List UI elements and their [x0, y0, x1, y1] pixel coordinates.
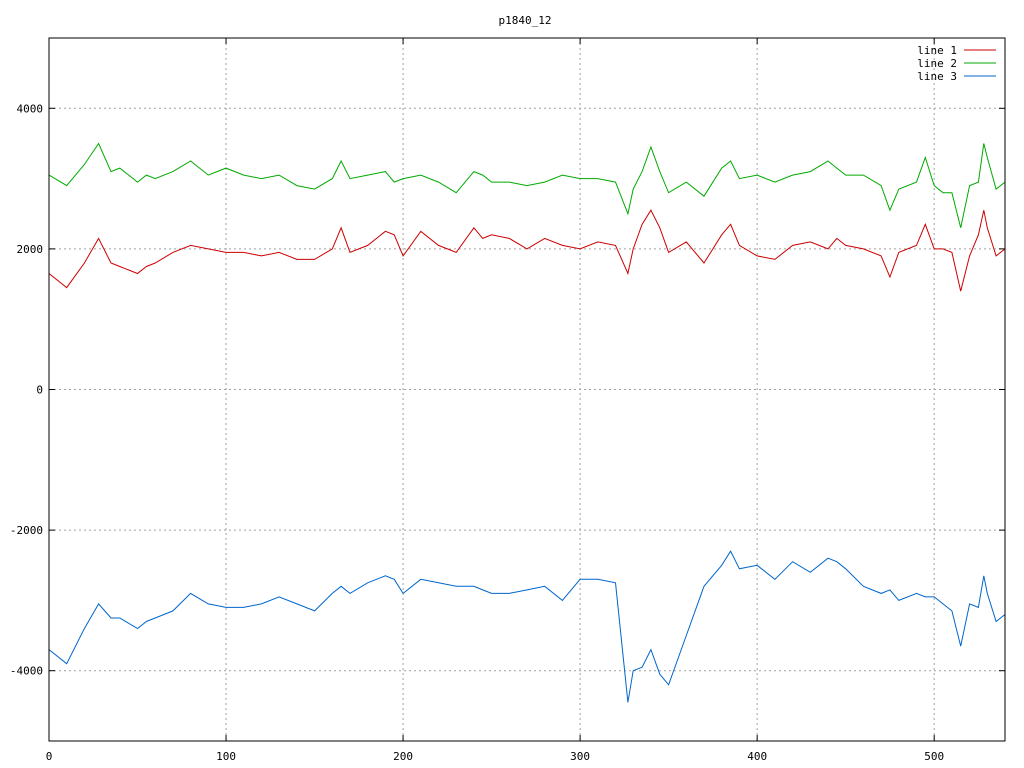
legend-label: line 3	[917, 70, 957, 83]
y-tick-label: 4000	[17, 102, 44, 115]
y-tick-label: -4000	[10, 665, 43, 678]
series-lines	[48, 142, 1006, 703]
plot-frame	[48, 37, 1006, 742]
y-tick-label: 0	[36, 384, 43, 397]
series-line-1	[48, 209, 1006, 292]
x-tick-label: 0	[46, 750, 53, 763]
x-tick-label: 300	[570, 750, 590, 763]
x-tick-label: 200	[393, 750, 413, 763]
y-tick-label: -2000	[10, 524, 43, 537]
x-tick-label: 100	[216, 750, 236, 763]
grid	[49, 38, 1005, 741]
x-tick-label: 400	[747, 750, 767, 763]
x-tick-label: 500	[924, 750, 944, 763]
axis-ticks: 0 100 200 300 400 500 4000 2000 0 -2000 -4000	[10, 38, 1005, 763]
series-line-3	[48, 550, 1006, 703]
y-tick-label: 2000	[17, 243, 44, 256]
legend-label: line 1	[917, 44, 957, 57]
series-line-2	[48, 142, 1006, 228]
chart-title: p1840_12	[499, 14, 552, 27]
legend-label: line 2	[917, 57, 957, 70]
